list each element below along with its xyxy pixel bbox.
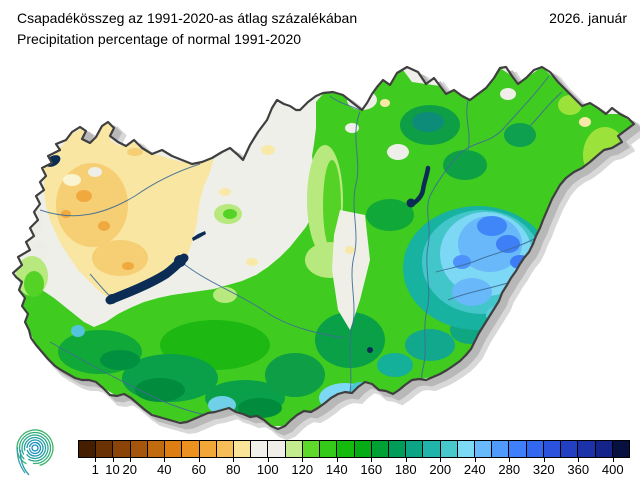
legend-tick-label: 320	[532, 462, 555, 477]
legend-cell	[457, 441, 476, 457]
header-row: Csapadékösszeg az 1991-2020-as átlag szá…	[17, 10, 627, 26]
met-service-spiral-logo-icon	[16, 429, 54, 476]
legend-tick-mark	[129, 458, 131, 462]
legend-tick-mark	[509, 458, 511, 462]
legend-tick-mark	[543, 458, 545, 462]
legend-tick-mark	[198, 458, 200, 462]
legend-bar	[78, 440, 630, 458]
map-title-english: Precipitation percentage of normal 1991-…	[17, 31, 302, 47]
legend-tick-mark	[405, 458, 407, 462]
river-raba	[39, 163, 201, 217]
legend-cell	[509, 441, 527, 457]
legend-cell	[147, 441, 166, 457]
legend-cell	[182, 441, 200, 457]
legend-tick-label: 360	[567, 462, 590, 477]
legend-cell	[96, 441, 114, 457]
legend-cell	[130, 441, 148, 457]
legend-tick-mark	[371, 458, 373, 462]
legend-tick-label: 1	[91, 462, 99, 477]
river-sio	[183, 263, 345, 339]
region-dry-northwest	[25, 122, 214, 300]
legend-cell	[561, 441, 579, 457]
legend-cell	[165, 441, 183, 457]
legend-tick-mark	[267, 458, 269, 462]
legend-cell	[320, 441, 338, 457]
legend-tick-label: 10	[105, 462, 120, 477]
legend-tick-label: 180	[394, 462, 417, 477]
legend-tick-label: 20	[122, 462, 137, 477]
legend-cell	[216, 441, 234, 457]
legend-cell	[406, 441, 424, 457]
legend-cell	[113, 441, 131, 457]
legend-tick-mark	[612, 458, 614, 462]
region-green	[16, 67, 634, 426]
map-date: 2026. január	[549, 10, 627, 26]
legend-tick-mark	[233, 458, 235, 462]
river-danube	[348, 111, 361, 399]
dry-specks-center	[219, 145, 275, 266]
lake-velence	[192, 231, 206, 241]
legend-cell	[543, 441, 562, 457]
legend-cell	[371, 441, 389, 457]
legend-tick-mark	[578, 458, 580, 462]
legend-cell	[423, 441, 441, 457]
legend-cell	[79, 441, 97, 457]
legend-tick-label: 160	[360, 462, 383, 477]
map-title-hungarian: Csapadékösszeg az 1991-2020-as átlag szá…	[17, 10, 358, 26]
legend-tick-label: 280	[498, 462, 521, 477]
river-hernad	[466, 99, 470, 151]
legend-tick-label: 80	[226, 462, 241, 477]
legend-cell	[612, 441, 629, 457]
legend-tick-mark	[302, 458, 304, 462]
legend-cell	[199, 441, 217, 457]
lake-tisza	[411, 165, 431, 206]
legend-cell	[354, 441, 372, 457]
legend-tick-label: 100	[256, 462, 279, 477]
legend-tick-label: 240	[463, 462, 486, 477]
river-tisza	[419, 75, 550, 411]
legend-tick-mark	[112, 458, 114, 462]
legend-tick-mark	[474, 458, 476, 462]
legend-cell	[440, 441, 458, 457]
precipitation-percent-legend: 1 10 20 40 60 80 100 120 140 160 180 200 240 280 320 36…	[78, 440, 630, 477]
river-bodrog	[529, 91, 563, 127]
legend-cell	[492, 441, 510, 457]
river-ipoly	[329, 95, 361, 111]
legend-tick-label: 60	[191, 462, 206, 477]
legend-cell	[251, 441, 269, 457]
legend-cell	[595, 441, 613, 457]
legend-tick-mark	[164, 458, 166, 462]
legend-tick-label: 40	[157, 462, 172, 477]
legend-tick-label: 200	[429, 462, 452, 477]
legend-cell	[578, 441, 596, 457]
legend-cell	[388, 441, 407, 457]
lake-tisza-basin	[406, 198, 416, 208]
legend-cell	[268, 441, 286, 457]
lake-balaton-west-basin	[107, 294, 117, 304]
legend-tick-label: 140	[325, 462, 348, 477]
small-lake-southeast	[367, 347, 373, 353]
lake-balaton-east-basin	[174, 255, 186, 267]
legend-tick-label: 120	[291, 462, 314, 477]
legend-cell	[233, 441, 252, 457]
legend-cell	[526, 441, 544, 457]
legend-tick-mark	[440, 458, 442, 462]
legend-cell	[475, 441, 493, 457]
legend-tick-label: 400	[601, 462, 624, 477]
legend-cell	[337, 441, 355, 457]
legend-cell	[285, 441, 303, 457]
legend-tick-mark	[336, 458, 338, 462]
legend-tick-mark	[95, 458, 97, 462]
legend-cell	[302, 441, 321, 457]
